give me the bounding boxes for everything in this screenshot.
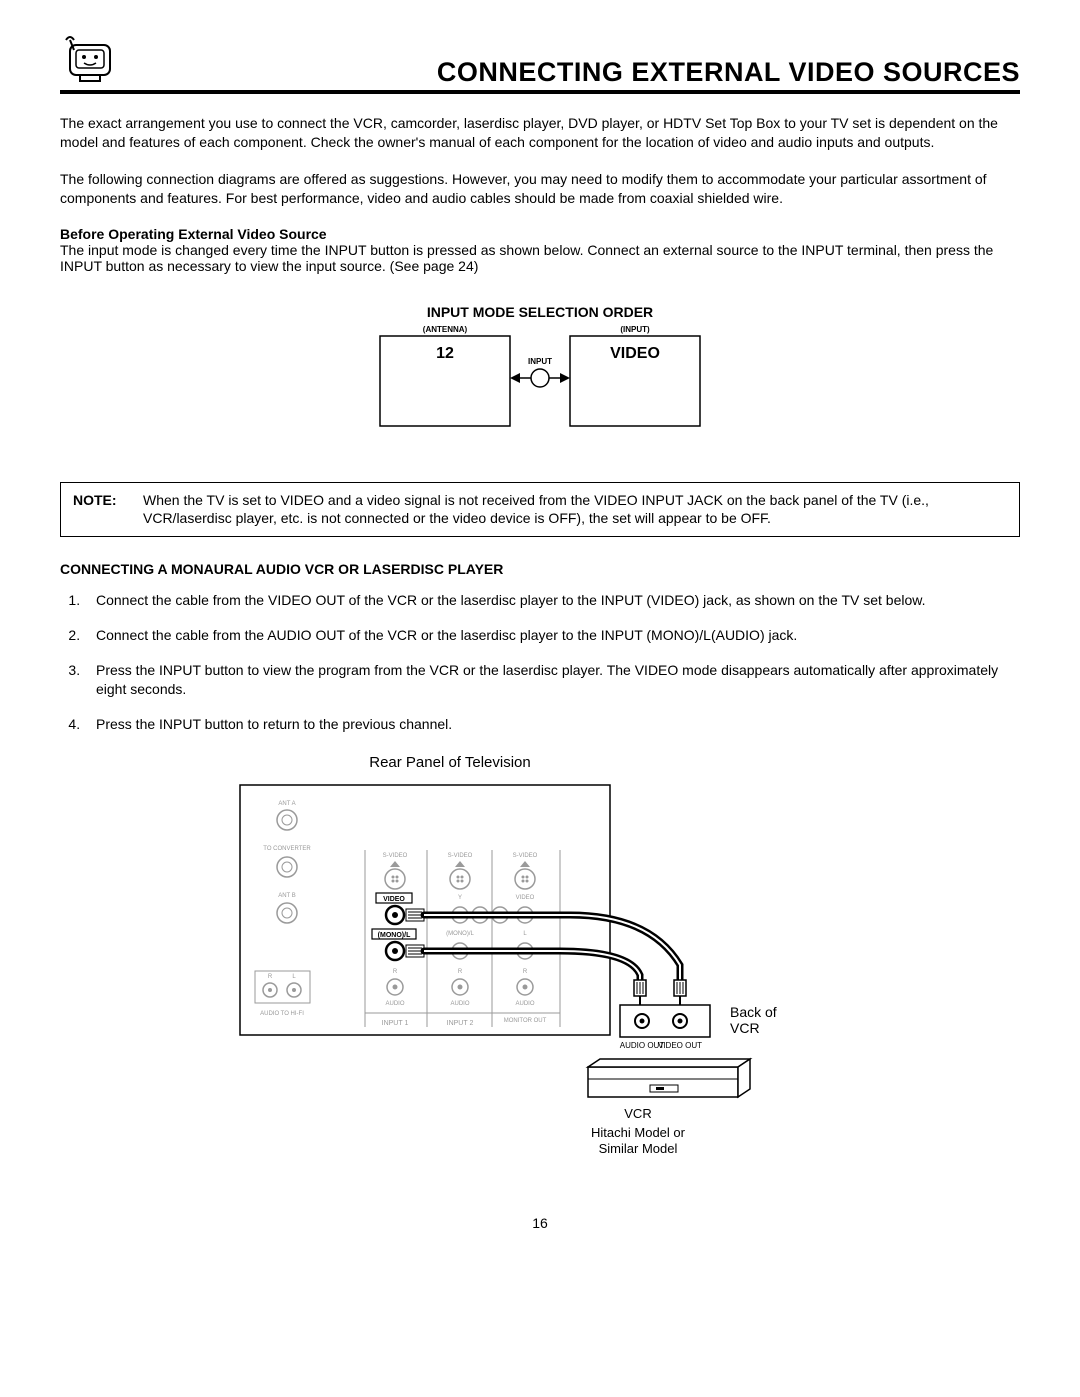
intro-paragraph-2: The following connection diagrams are of… [60,170,1020,208]
svg-text:L: L [523,931,527,937]
vcr-label: VCR [730,1020,760,1036]
input-button-icon [531,369,549,387]
rear-panel-diagram: ANT A TO CONVERTER ANT B S-VIDEO S-VIDEO… [60,775,1020,1175]
right-box-text: VIDEO [610,345,660,362]
note-text: When the TV is set to VIDEO and a video … [143,491,1007,529]
model-label-2: Similar Model [599,1141,678,1156]
svg-text:R: R [268,974,273,980]
video-jack-label: VIDEO [383,896,405,903]
step-2: Connect the cable from the AUDIO OUT of … [84,626,1020,645]
note-label: NOTE: [73,491,143,529]
page-header: CONNECTING EXTERNAL VIDEO SOURCES [60,30,1020,94]
svg-text:AUDIO: AUDIO [515,1001,534,1007]
svg-text:VIDEO: VIDEO [516,895,535,901]
antenna-label: (ANTENNA) [423,325,468,334]
note-box: NOTE: When the TV is set to VIDEO and a … [60,482,1020,538]
rear-panel-title: Rear Panel of Television [0,754,1020,771]
step-1: Connect the cable from the VIDEO OUT of … [84,591,1020,610]
left-box-text: 12 [436,345,454,362]
intro-paragraph-1: The exact arrangement you use to connect… [60,114,1020,152]
input-mode-title: INPUT MODE SELECTION ORDER [60,304,1020,320]
svg-text:AUDIO: AUDIO [450,1001,469,1007]
steps-list: Connect the cable from the VIDEO OUT of … [60,591,1020,733]
logo-icon [60,30,120,90]
before-operating-section: Before Operating External Video Source T… [60,226,1020,274]
svg-text:R: R [393,969,398,975]
model-label-1: Hitachi Model or [591,1125,686,1140]
page-title: CONNECTING EXTERNAL VIDEO SOURCES [140,57,1020,90]
back-of-label: Back of [730,1004,777,1020]
svg-text:L: L [292,974,296,980]
before-heading: Before Operating External Video Source [60,226,327,242]
to-converter-label: TO CONVERTER [263,846,311,852]
page-number: 16 [60,1215,1020,1231]
audio-hifi-label: AUDIO TO HI-FI [260,1011,304,1017]
input-label: (INPUT) [620,325,650,334]
step-4: Press the INPUT button to return to the … [84,715,1020,734]
input-mode-diagram: (ANTENNA) (INPUT) 12 VIDEO INPUT [60,322,1020,442]
svg-text:S-VIDEO: S-VIDEO [383,853,408,859]
before-text: The input mode is changed every time the… [60,242,993,274]
vcr-back-panel [620,1005,710,1037]
input2-label: INPUT 2 [447,1020,474,1027]
connecting-heading: CONNECTING A MONAURAL AUDIO VCR OR LASER… [60,561,1020,577]
svg-text:(MONO)/L: (MONO)/L [446,931,474,937]
svg-text:S-VIDEO: S-VIDEO [448,853,473,859]
vcr-device-label: VCR [624,1106,651,1121]
input-button-label: INPUT [528,357,552,366]
monitor-out-label: MONITOR OUT [504,1018,547,1024]
video-out-label: VIDEO OUT [658,1041,702,1050]
vcr-device-icon [588,1059,750,1097]
svg-text:S-VIDEO: S-VIDEO [513,853,538,859]
step-3: Press the INPUT button to view the progr… [84,661,1020,699]
input1-label: INPUT 1 [382,1020,409,1027]
mono-l-label: (MONO)/L [378,932,411,939]
svg-text:R: R [458,969,463,975]
ant-a-label: ANT A [278,801,295,807]
svg-text:R: R [523,969,528,975]
svg-text:AUDIO: AUDIO [385,1001,404,1007]
ant-b-label: ANT B [278,893,296,899]
svg-text:Y: Y [458,895,462,901]
